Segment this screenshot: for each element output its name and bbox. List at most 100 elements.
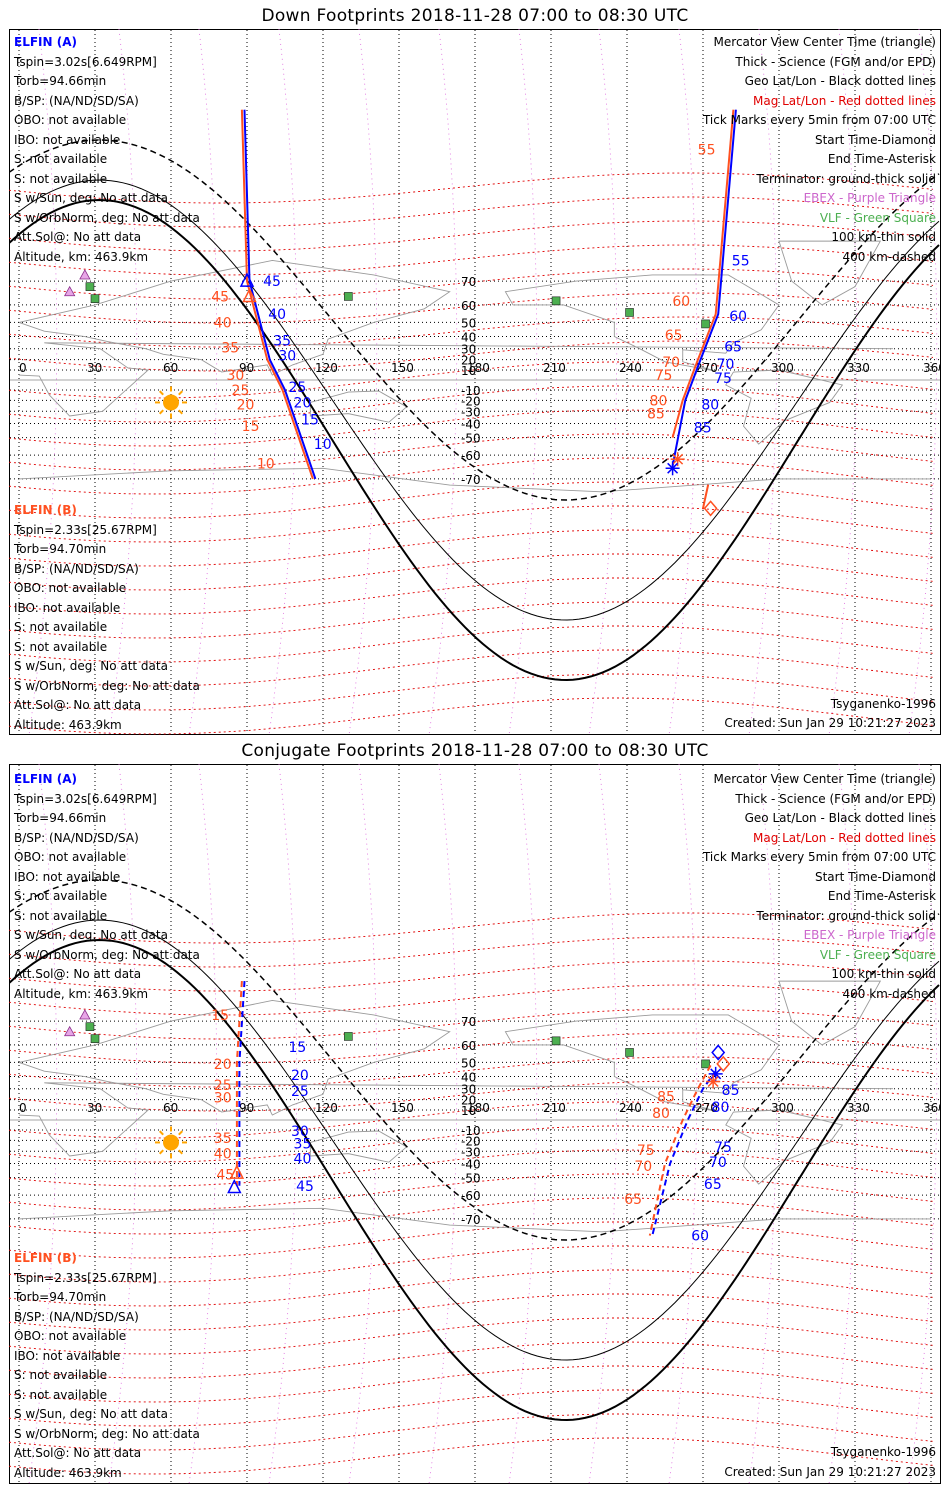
start-time-diamond-b [703, 500, 718, 517]
legend-line: 100 km-thin solid [831, 230, 936, 244]
model-label: Tsyganenko-1996 [830, 697, 936, 711]
footprint-track [648, 1064, 712, 1236]
info-line: S: not available [14, 639, 108, 654]
lat-tick-label: -70 [461, 1213, 481, 1227]
lon-tick-label: 240 [619, 361, 642, 375]
lon-tick-label: 360 [923, 1101, 941, 1115]
track-label-b: 20 [237, 398, 255, 414]
track-label-b: 20 [214, 1057, 232, 1073]
track-label-a: 55 [732, 253, 750, 269]
lat-tick-label: 40 [461, 331, 476, 345]
track-label-a: 65 [724, 339, 742, 355]
track-label-b: 85 [647, 407, 665, 423]
mag-lon-line [588, 764, 618, 1484]
mag-grid [9, 912, 934, 1475]
lat-tick-label: -70 [461, 473, 481, 487]
track-label-b: 10 [257, 457, 275, 473]
track-label-a: 40 [268, 307, 286, 323]
info-line: IBO: not available [14, 1348, 121, 1363]
track-label-a: 20 [294, 395, 312, 411]
mag-lon-line [28, 29, 58, 735]
info-line: OBO: not available [14, 1329, 127, 1343]
info-line: OBO: not available [14, 850, 127, 864]
track-label-b: 75 [637, 1143, 655, 1159]
info-line: S w/OrbNorm, deg: No att data [14, 678, 200, 693]
vlf-station-square [625, 1048, 634, 1057]
elfin-b-header: ELFIN (B) [14, 503, 77, 517]
info-line: S: not available [14, 620, 108, 634]
legend-line: Mercator View Center Time (triangle) [713, 35, 936, 49]
legend-line: Mag Lat/Lon - Red dotted lines [752, 93, 936, 108]
lon-tick-label: 210 [543, 1101, 566, 1115]
info-line: S: not available [14, 1387, 108, 1402]
mag-lat-line [9, 340, 934, 372]
mag-lon-line [748, 764, 778, 1484]
track-label-a: 60 [691, 1229, 709, 1245]
info-line: S w/Sun, deg: No att data [14, 928, 168, 942]
lon-tick-label: 150 [391, 361, 414, 375]
info-line: OBO: not available [14, 581, 127, 595]
lat-tick-label: -30 [461, 1145, 481, 1159]
lon-tick-label: 270 [695, 361, 718, 375]
sun-ray [178, 1149, 184, 1155]
track-label-b: 65 [624, 1192, 642, 1208]
lon-tick-label: 90 [239, 361, 254, 375]
lon-tick-label: 0 [19, 361, 27, 375]
ebex-triangle [63, 285, 76, 297]
info-line: IBO: not available [14, 132, 121, 147]
info-line: B/SP: (NA/ND/SD/SA) [14, 93, 139, 108]
legend-line: EBEX - Purple Triangle [803, 928, 936, 942]
mag-lon-line [508, 764, 538, 1484]
track-label-b: 55 [698, 142, 716, 158]
lon-tick-label: 360 [923, 361, 941, 375]
lat-tick-label: -50 [461, 1172, 481, 1186]
lat-tick-label: -10 [461, 384, 481, 398]
mag-lon-lines [28, 29, 938, 735]
elfin-b-header: ELFIN (B) [14, 1251, 77, 1265]
asterisk-stroke [667, 462, 679, 474]
track-label-a: 75 [714, 1140, 732, 1156]
lon-tick-label: 30 [87, 361, 102, 375]
track-label-a: 75 [714, 371, 732, 387]
footprint-track [240, 109, 314, 480]
sun-ray [158, 1130, 164, 1136]
vlf-station-square [551, 296, 561, 306]
mag-lon-line [28, 764, 58, 1484]
mag-lon-line [188, 764, 218, 1484]
lat-tick-label: 20 [461, 1094, 476, 1108]
vlf-station-square [90, 294, 100, 303]
legend-line: Mercator View Center Time (triangle) [713, 772, 936, 786]
elfin-a-info-1: ELFIN (A) Tspin=3.02s[6.649RPM] Torb=94.… [14, 33, 200, 267]
vlf-station-square [85, 1022, 95, 1031]
info-line: S w/Sun, deg: No att data [14, 191, 168, 205]
footprint-track [702, 484, 710, 509]
mag-lon-line [108, 764, 138, 1484]
vlf-station-square [344, 292, 353, 301]
track-label-b: 75 [655, 368, 673, 384]
start-time-diamond-b [716, 1055, 731, 1073]
track-elfin-a [238, 981, 717, 1236]
conjugate-footprints-map: 0 30 60 90 120 150 180 210 240 270 300 330 360 70 60 50… [9, 764, 941, 1484]
sun-ray [158, 409, 164, 415]
terminator-400km [9, 139, 940, 501]
info-line: Tspin=3.02s[6.649RPM] [14, 54, 157, 69]
track-label-a: 60 [729, 309, 747, 325]
mag-lat-line [9, 292, 934, 324]
lon-tick-label: 180 [467, 1101, 490, 1115]
info-line: Att.Sol@: No att data [14, 230, 142, 244]
footprint-track [671, 109, 737, 467]
mag-lat-line [9, 1056, 934, 1088]
asterisk-stroke [707, 1076, 719, 1088]
mag-lat-line [9, 172, 934, 204]
vlf-station-square [90, 1034, 100, 1043]
track-label-a: 85 [694, 420, 712, 436]
lat-tick-label: -30 [461, 405, 481, 419]
down-footprints-map: 0 30 60 90 120 150 180 210 240 270 300 330 360 70 60 50… [9, 29, 941, 735]
legend-line: Thick - Science (FGM and/or EPD) [735, 54, 936, 69]
info-line: S w/OrbNorm, deg: No att data [14, 947, 200, 962]
terminator-ground [9, 198, 940, 682]
lon-tick-label: 120 [315, 1101, 338, 1115]
info-line: Torb=94.66min [14, 811, 107, 825]
mag-lat-line [9, 220, 934, 252]
